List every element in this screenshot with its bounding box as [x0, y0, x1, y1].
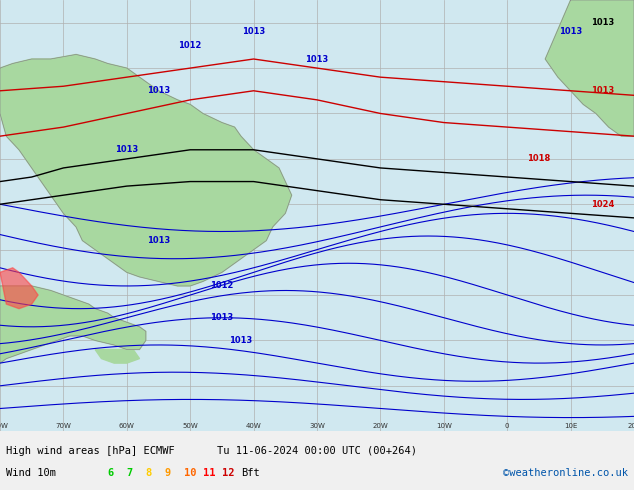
Text: 10E: 10E [564, 423, 578, 429]
Text: 80W: 80W [0, 423, 8, 429]
Text: 10W: 10W [436, 423, 452, 429]
Text: 7: 7 [127, 468, 133, 478]
Text: 12: 12 [222, 468, 235, 478]
Polygon shape [0, 286, 146, 363]
Text: Wind 10m: Wind 10m [6, 468, 56, 478]
Text: ©weatheronline.co.uk: ©weatheronline.co.uk [503, 468, 628, 478]
Text: 1013: 1013 [591, 18, 614, 27]
Text: Bft: Bft [241, 468, 260, 478]
Polygon shape [0, 268, 38, 309]
Text: 9: 9 [165, 468, 171, 478]
Text: 70W: 70W [55, 423, 72, 429]
Text: Tu 11-06-2024 00:00 UTC (00+264): Tu 11-06-2024 00:00 UTC (00+264) [217, 446, 417, 456]
Text: 60W: 60W [119, 423, 135, 429]
Text: 20W: 20W [373, 423, 388, 429]
Text: 6: 6 [108, 468, 114, 478]
Text: 1013: 1013 [242, 27, 265, 36]
Text: 1018: 1018 [527, 154, 550, 163]
Text: 1012: 1012 [210, 281, 233, 291]
Text: 1013: 1013 [230, 336, 252, 345]
Text: 1013: 1013 [115, 146, 138, 154]
Text: 1024: 1024 [591, 200, 614, 209]
Text: 1013: 1013 [591, 86, 614, 95]
Text: High wind areas [hPa] ECMWF: High wind areas [hPa] ECMWF [6, 446, 175, 456]
Text: 8: 8 [146, 468, 152, 478]
Text: 10: 10 [184, 468, 197, 478]
Polygon shape [0, 54, 292, 286]
Text: 0: 0 [505, 423, 510, 429]
Text: 11: 11 [203, 468, 216, 478]
Text: 1013: 1013 [306, 54, 328, 64]
Text: 30W: 30W [309, 423, 325, 429]
Polygon shape [95, 349, 139, 363]
Text: 50W: 50W [183, 423, 198, 429]
Text: 1012: 1012 [179, 41, 202, 50]
Text: 40W: 40W [246, 423, 261, 429]
Text: 1013: 1013 [559, 27, 582, 36]
Text: 1013: 1013 [210, 313, 233, 322]
Text: 20E: 20E [628, 423, 634, 429]
Polygon shape [545, 0, 634, 136]
Text: 1013: 1013 [147, 236, 170, 245]
Text: 1013: 1013 [147, 86, 170, 95]
